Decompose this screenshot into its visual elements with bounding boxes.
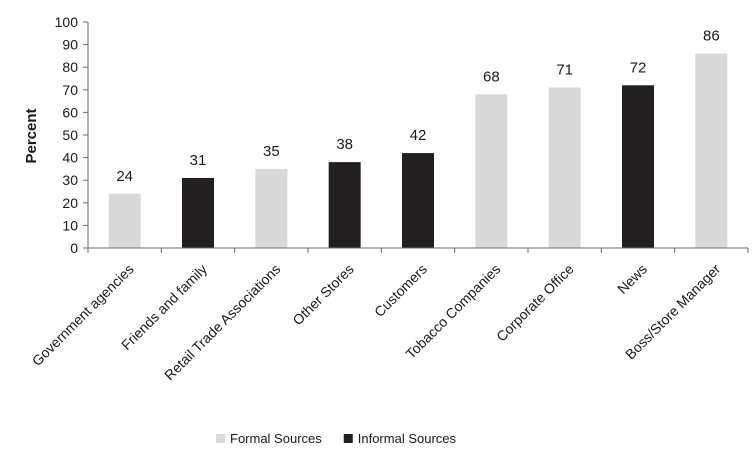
y-tick-label: 90	[62, 37, 78, 53]
x-tick-label: Corporate Office	[493, 261, 577, 345]
x-tick-label: Customers	[371, 261, 430, 320]
y-tick-label: 60	[62, 104, 78, 120]
y-tick-label: 100	[55, 14, 79, 30]
y-tick-label: 10	[62, 217, 78, 233]
legend-swatch-informal	[343, 434, 353, 443]
bars-group: 24 31 35 38 42 68 71 72 86	[108, 28, 728, 248]
y-tick-label: 0	[70, 240, 78, 256]
bar-value-label: 72	[630, 59, 647, 76]
bar	[622, 85, 654, 248]
x-tick-label: News	[614, 261, 650, 297]
bar	[328, 162, 361, 248]
y-tick-label: 20	[62, 195, 78, 211]
bar-value-label: 71	[556, 62, 573, 79]
y-tick-label: 70	[62, 82, 78, 98]
bar-value-label: 68	[483, 68, 500, 85]
bar-value-label: 35	[263, 143, 280, 160]
bar	[255, 168, 288, 248]
bar-value-label: 86	[703, 28, 720, 45]
legend-label-informal: Informal Sources	[358, 431, 457, 446]
bar-value-label: 42	[410, 127, 427, 144]
legend-label-formal: Formal Sources	[230, 431, 322, 446]
y-tick-label: 80	[62, 59, 78, 75]
bar	[548, 87, 581, 248]
bar-value-label: 31	[190, 152, 207, 169]
bar	[402, 153, 434, 248]
y-axis-label: Percent	[23, 108, 40, 163]
bar	[475, 94, 508, 248]
bar	[182, 177, 214, 248]
bar-value-label: 24	[116, 168, 133, 185]
bar-value-label: 38	[336, 136, 353, 153]
y-tick-label: 30	[62, 172, 78, 188]
y-tick-label: 50	[62, 127, 78, 143]
x-tick-label: Other Stores	[289, 261, 356, 328]
legend: Formal Sources Informal Sources	[216, 431, 457, 446]
bar	[108, 193, 141, 248]
legend-swatch-formal	[216, 434, 225, 443]
y-tick-label: 40	[62, 150, 78, 166]
x-tick-label: Government agencies	[29, 261, 137, 369]
bar	[695, 53, 728, 248]
